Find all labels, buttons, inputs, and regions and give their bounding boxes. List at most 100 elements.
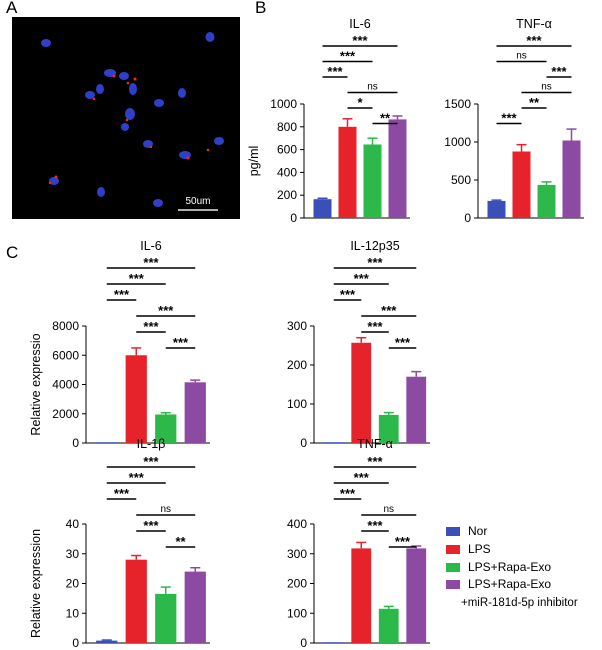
- bar-lps: [125, 355, 147, 443]
- significance-label: ***: [114, 486, 130, 501]
- significance-label: ***: [129, 271, 145, 286]
- bar-exo: [155, 593, 177, 643]
- significance-label: ***: [143, 255, 159, 270]
- significance-label: ***: [114, 287, 130, 302]
- significance-label: ***: [367, 319, 383, 334]
- bar-lps: [125, 559, 147, 643]
- bar-lps: [338, 126, 357, 218]
- legend-item-exo: LPS+Rapa-Exo: [446, 560, 551, 574]
- y-tick-label: 1000: [444, 135, 471, 149]
- y-tick-label: 10: [66, 606, 80, 620]
- panel-label-a: A: [6, 0, 18, 17]
- bar-inh: [184, 382, 206, 443]
- bar-lps: [351, 548, 372, 643]
- significance-label: ***: [381, 303, 397, 318]
- significance-label: ***: [340, 287, 356, 302]
- bar-exo: [378, 414, 399, 443]
- significance-label: ns: [160, 504, 171, 515]
- y-axis-label: pg/ml: [247, 146, 261, 177]
- significance-label: ***: [327, 64, 343, 79]
- bar-exo: [155, 414, 177, 443]
- legend-item-inhibitor: LPS+Rapa-Exo: [446, 577, 551, 591]
- y-tick-label: 600: [277, 143, 297, 157]
- significance-label: ***: [367, 255, 383, 270]
- y-tick-label: 200: [277, 188, 297, 202]
- y-tick-label: 1000: [270, 97, 297, 111]
- chart-title: TNF-α: [357, 437, 393, 451]
- legend-label-inhibitor: LPS+Rapa-Exo: [468, 577, 552, 591]
- significance-label: ***: [340, 486, 356, 501]
- y-tick-label: 4000: [52, 378, 79, 392]
- significance-label: ns: [516, 51, 527, 62]
- y-tick-label: 200: [287, 577, 307, 591]
- bar-exo: [363, 144, 382, 218]
- y-tick-label: 300: [287, 319, 307, 333]
- bar-inh: [184, 571, 206, 643]
- bar-nor: [313, 199, 332, 218]
- y-axis-label: Relative expression: [29, 529, 43, 638]
- significance-label: ***: [158, 303, 174, 318]
- significance-label: ***: [367, 518, 383, 533]
- y-tick-label: 400: [287, 517, 307, 531]
- legend-swatch-exo: [446, 562, 460, 572]
- y-tick-label: 0: [72, 636, 79, 650]
- legend-note: +miR-181d-5p inhibitor: [461, 597, 578, 609]
- y-tick-label: 0: [300, 436, 307, 450]
- y-tick-label: 2000: [52, 407, 79, 421]
- bar-lps: [512, 151, 531, 218]
- chart-title: IL-12p35: [350, 239, 399, 253]
- significance-label: ns: [367, 82, 378, 93]
- chart-title: TNF-α: [516, 17, 552, 31]
- legend-label-nor: Nor: [468, 524, 488, 538]
- significance-label: **: [529, 95, 540, 110]
- significance-label: ***: [395, 534, 411, 549]
- significance-label: ***: [143, 319, 159, 334]
- significance-label: ***: [526, 33, 542, 48]
- bar-inh: [406, 548, 427, 643]
- y-tick-label: 8000: [52, 319, 79, 333]
- y-tick-label: 0: [72, 436, 79, 450]
- chart-title: IL-6: [349, 17, 371, 31]
- y-tick-label: 30: [66, 547, 80, 561]
- significance-label: ***: [367, 454, 383, 469]
- bar-exo: [537, 184, 556, 218]
- significance-label: ***: [395, 335, 411, 350]
- significance-label: ***: [352, 33, 368, 48]
- y-tick-label: 40: [66, 517, 80, 531]
- bar-nor: [323, 642, 344, 643]
- bar-exo: [378, 608, 399, 643]
- bar-inh: [406, 376, 427, 443]
- significance-label: ***: [354, 271, 370, 286]
- significance-label: ***: [501, 111, 517, 126]
- bar-nor: [487, 200, 506, 218]
- legend-swatch-nor: [446, 526, 460, 536]
- y-tick-label: 200: [287, 358, 307, 372]
- legend-swatch-lps: [446, 544, 460, 554]
- chart-title: IL-1β: [137, 437, 166, 451]
- significance-label: ***: [143, 518, 159, 533]
- y-axis-label: Relative expressio: [29, 333, 43, 435]
- significance-label: ***: [354, 470, 370, 485]
- panel-label-b: B: [255, 0, 267, 17]
- bar-lps: [351, 342, 372, 443]
- significance-label: **: [380, 111, 391, 126]
- y-tick-label: 0: [300, 636, 307, 650]
- bar-nor: [323, 442, 344, 443]
- legend-item-lps: LPS: [446, 542, 491, 556]
- y-tick-label: 0: [290, 211, 297, 225]
- fluorescence-micrograph: 50um: [12, 17, 240, 219]
- significance-label: ns: [541, 82, 552, 93]
- bar-nor: [96, 442, 118, 443]
- legend-label-exo: LPS+Rapa-Exo: [468, 560, 552, 574]
- y-tick-label: 300: [287, 547, 307, 561]
- legend-swatch-inhibitor: [446, 579, 460, 589]
- significance-label: **: [175, 534, 186, 549]
- panel-label-c: C: [6, 243, 19, 262]
- y-tick-label: 1500: [444, 97, 471, 111]
- bar-nor: [96, 640, 118, 643]
- significance-label: ***: [173, 335, 189, 350]
- significance-label: *: [357, 95, 363, 110]
- y-tick-label: 400: [277, 165, 297, 179]
- y-tick-label: 800: [277, 120, 297, 134]
